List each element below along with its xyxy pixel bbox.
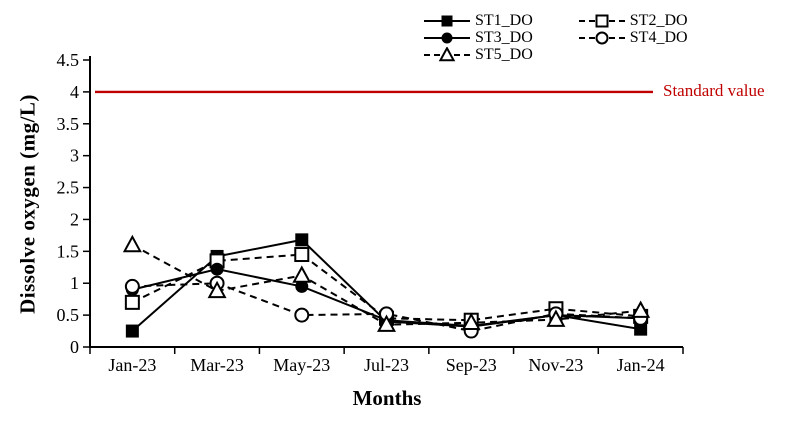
data-point-ST1_DO-May-23 — [295, 233, 309, 247]
data-point-ST3_DO-Mar-23 — [210, 262, 224, 276]
legend-glyph-filled-circle — [441, 32, 453, 44]
legend-marker-filled-square-icon — [424, 15, 470, 27]
data-point-ST1_DO-Jan-23 — [125, 324, 139, 338]
data-point-ST1_DO-Jan-24 — [634, 322, 648, 336]
x-tick-label: Jul-23 — [364, 355, 409, 375]
data-point-ST5_DO-Nov-23 — [546, 309, 566, 327]
legend-marker-filled-circle-icon — [424, 32, 470, 44]
legend-marker-open-circle-icon — [578, 31, 625, 45]
data-point-ST2_DO-May-23 — [294, 247, 310, 263]
y-tick-label: 2 — [70, 209, 79, 229]
y-tick-label: 1 — [70, 273, 79, 293]
data-point-ST4_DO-May-23 — [294, 307, 310, 323]
x-tick-label: Mar-23 — [190, 355, 244, 375]
data-point-ST5_DO-May-23 — [292, 265, 312, 283]
standard-value-label: Standard value — [663, 81, 765, 100]
y-axis-title: Dissolve oxygen (mg/L) — [15, 94, 40, 314]
legend-glyph-open-triangle — [438, 47, 456, 62]
data-point-ST5_DO-Jan-24 — [631, 300, 651, 318]
legend-label: ST3_DO — [475, 29, 533, 46]
x-tick-label: May-23 — [273, 355, 330, 375]
y-tick-label: 3.5 — [57, 114, 80, 134]
x-tick-label: Nov-23 — [528, 355, 583, 375]
legend-label: ST1_DO — [475, 12, 533, 29]
legend-marker-open-triangle-icon — [424, 47, 470, 62]
legend-marker-open-square-icon — [578, 14, 625, 28]
legend: ST1_DO ST2_DO ST3_DO ST4_DO ST5_DO — [424, 13, 688, 63]
legend-label: ST5_DO — [475, 46, 533, 63]
x-tick-label: Jan-24 — [617, 355, 665, 375]
data-point-ST5_DO-Jan-23 — [122, 234, 142, 253]
data-point-ST5_DO-Sep-23 — [461, 312, 481, 331]
data-point-ST5_DO-Jul-23 — [377, 314, 396, 332]
legend-glyph-open-square — [595, 14, 609, 28]
y-tick-label: 2.5 — [57, 178, 80, 198]
y-tick-label: 0.5 — [57, 305, 80, 325]
y-tick-label: 0 — [70, 337, 79, 357]
legend-item-ST4_DO: ST4_DO — [578, 29, 688, 46]
y-tick-label: 4 — [70, 82, 79, 102]
legend-item-ST1_DO: ST1_DO — [424, 13, 533, 29]
data-point-ST4_DO-Jan-23 — [124, 278, 140, 294]
legend-item-ST2_DO: ST2_DO — [578, 12, 688, 29]
legend-glyph-filled-square — [441, 15, 453, 27]
data-point-ST5_DO-Mar-23 — [207, 280, 227, 299]
data-point-ST2_DO-Jan-23 — [124, 294, 140, 310]
legend-label: ST2_DO — [629, 12, 688, 29]
x-tick-label: Sep-23 — [446, 355, 497, 375]
y-tick-label: 1.5 — [57, 241, 80, 261]
x-axis-title: Months — [352, 386, 422, 410]
legend-label: ST4_DO — [629, 29, 688, 46]
legend-glyph-open-circle — [595, 31, 609, 45]
legend-item-ST5_DO: ST5_DO — [424, 47, 533, 63]
x-tick-label: Jan-23 — [108, 355, 156, 375]
y-tick-label: 3 — [70, 146, 79, 166]
data-point-ST3_DO-May-23 — [295, 279, 309, 293]
y-tick-label: 4.5 — [57, 50, 80, 70]
legend-item-ST3_DO: ST3_DO — [424, 30, 533, 46]
